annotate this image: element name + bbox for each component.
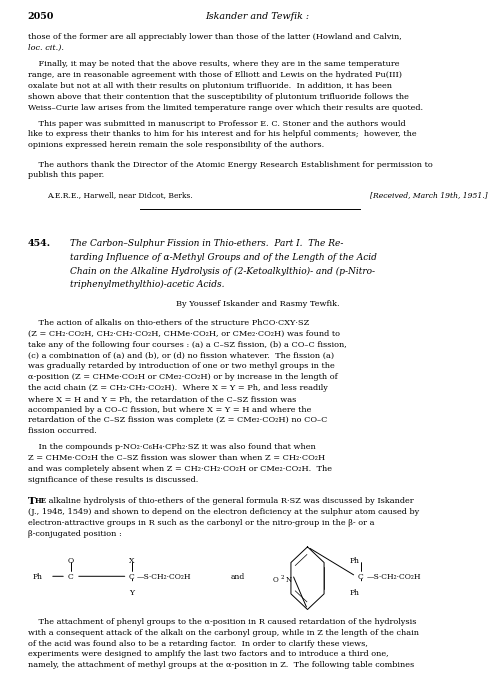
Text: alkaline hydrolysis of thio-ethers of the general formula R·SZ was discussed by : alkaline hydrolysis of thio-ethers of th… — [46, 497, 413, 505]
Text: loc. cit.).: loc. cit.). — [28, 45, 64, 52]
Text: The authors thank the Director of the Atomic Energy Research Establishment for p: The authors thank the Director of the At… — [28, 161, 432, 168]
Text: fission occurred.: fission occurred. — [28, 427, 96, 435]
Text: C: C — [358, 573, 363, 580]
Text: electron-attractive groups in R such as the carbonyl or the nitro-group in the β: electron-attractive groups in R such as … — [28, 519, 374, 527]
Text: take any of the following four courses : (a) a C–SZ fission, (b) a CO–C fission,: take any of the following four courses :… — [28, 341, 346, 349]
Text: Ph: Ph — [350, 589, 360, 597]
Text: —S·CH₂·CO₂H: —S·CH₂·CO₂H — [136, 573, 191, 580]
Text: Ph: Ph — [32, 573, 42, 580]
Text: This paper was submitted in manuscript to Professor E. C. Stoner and the authors: This paper was submitted in manuscript t… — [28, 120, 405, 127]
Text: those of the former are all appreciably lower than those of the latter (Howland : those of the former are all appreciably … — [28, 33, 402, 41]
Text: Ph: Ph — [350, 557, 360, 564]
Text: was gradually retarded by introduction of one or two methyl groups in the: was gradually retarded by introduction o… — [28, 363, 334, 370]
Text: A.E.R.E., Harwell, near Didcot, Berks.: A.E.R.E., Harwell, near Didcot, Berks. — [48, 191, 193, 199]
Text: oxalate but not at all with their results on plutonium trifluoride.  In addition: oxalate but not at all with their result… — [28, 82, 392, 90]
Text: The attachment of phenyl groups to the α-position in R caused retardation of the: The attachment of phenyl groups to the α… — [28, 618, 416, 626]
Text: of the acid was found also to be a retarding factor.  In order to clarify these : of the acid was found also to be a retar… — [28, 640, 367, 648]
Text: shown above that their contention that the susceptibility of plutonium trifluori: shown above that their contention that t… — [28, 93, 408, 101]
Text: HE: HE — [34, 496, 46, 505]
Text: 2050: 2050 — [28, 12, 54, 21]
Text: (c) a combination of (a) and (b), or (d) no fission whatever.  The fission (a): (c) a combination of (a) and (b), or (d)… — [28, 351, 334, 360]
Text: where X = H and Y = Ph, the retardation of the C–SZ fission was: where X = H and Y = Ph, the retardation … — [28, 395, 296, 403]
Text: experiments were designed to amplify the last two factors and to introduce a thi: experiments were designed to amplify the… — [28, 651, 388, 658]
Text: Weiss–Curie law arises from the limited temperature range over which their resul: Weiss–Curie law arises from the limited … — [28, 104, 422, 111]
Text: namely, the attachment of methyl groups at the α-position in Z.  The following t: namely, the attachment of methyl groups … — [28, 661, 414, 670]
Text: T: T — [28, 497, 35, 506]
Text: publish this paper.: publish this paper. — [28, 171, 104, 180]
Text: C: C — [128, 573, 134, 580]
Text: Chain on the Alkaline Hydrolysis of (2-Ketoalkylthio)- and (p-Nitro-: Chain on the Alkaline Hydrolysis of (2-K… — [70, 267, 375, 276]
Text: Z = CHMe·CO₂H the C–SZ fission was slower than when Z = CH₂·CO₂H: Z = CHMe·CO₂H the C–SZ fission was slowe… — [28, 454, 324, 462]
Text: with a consequent attack of the alkali on the carbonyl group, while in Z the len: with a consequent attack of the alkali o… — [28, 629, 418, 637]
Text: the acid chain (Z = CH₂·CH₂·CO₂H).  Where X = Y = Ph, and less readily: the acid chain (Z = CH₂·CH₂·CO₂H). Where… — [28, 384, 328, 392]
Text: range, are in reasonable agreement with those of Elliott and Lewis on the hydrat: range, are in reasonable agreement with … — [28, 71, 402, 79]
Text: N: N — [286, 576, 292, 584]
Text: O: O — [68, 557, 73, 564]
Text: tarding Influence of α-Methyl Groups and of the Length of the Acid: tarding Influence of α-Methyl Groups and… — [70, 253, 377, 262]
Text: 2: 2 — [281, 575, 284, 580]
Text: triphenylmethylthio)-acetic Acids.: triphenylmethylthio)-acetic Acids. — [70, 280, 224, 289]
Text: In the compounds p-NO₂·C₆H₄·CPh₂·SZ it was also found that when: In the compounds p-NO₂·C₆H₄·CPh₂·SZ it w… — [28, 443, 316, 451]
Text: β-conjugated position :: β-conjugated position : — [28, 530, 121, 537]
Text: The action of alkalis on thio-ethers of the structure PhCO·CXY·SZ: The action of alkalis on thio-ethers of … — [28, 319, 309, 327]
Text: Iskander and Tewfik :: Iskander and Tewfik : — [206, 12, 310, 21]
Text: 454.: 454. — [28, 239, 50, 248]
Text: Y: Y — [129, 589, 134, 597]
Text: (Z = CH₂·CO₂H, CH₂·CH₂·CO₂H, CHMe·CO₂H, or CMe₂·CO₂H) was found to: (Z = CH₂·CO₂H, CH₂·CH₂·CO₂H, CHMe·CO₂H, … — [28, 330, 340, 338]
Text: O: O — [272, 576, 278, 584]
Text: X: X — [129, 557, 134, 564]
Text: (J., 1948, 1549) and shown to depend on the electron deficiency at the sulphur a: (J., 1948, 1549) and shown to depend on … — [28, 508, 419, 516]
Text: [Received, March 19th, 1951.]: [Received, March 19th, 1951.] — [370, 191, 488, 199]
Text: and: and — [230, 573, 244, 580]
Text: The Carbon–Sulphur Fission in Thio-ethers.  Part I.  The Re-: The Carbon–Sulphur Fission in Thio-ether… — [70, 239, 344, 248]
Text: C: C — [68, 573, 73, 580]
Text: accompanied by a CO–C fission, but where X = Y = H and where the: accompanied by a CO–C fission, but where… — [28, 406, 311, 413]
Text: and was completely absent when Z = CH₂·CH₂·CO₂H or CMe₂·CO₂H.  The: and was completely absent when Z = CH₂·C… — [28, 465, 332, 473]
Text: Finally, it may be noted that the above results, where they are in the same temp: Finally, it may be noted that the above … — [28, 61, 399, 68]
Text: By Youssef Iskander and Rasmy Tewfik.: By Youssef Iskander and Rasmy Tewfik. — [176, 300, 340, 308]
Text: —S·CH₂·CO₂H: —S·CH₂·CO₂H — [366, 573, 421, 580]
Text: like to express their thanks to him for his interest and for his helpful comment: like to express their thanks to him for … — [28, 130, 416, 139]
Text: retardation of the C–SZ fission was complete (Z = CMe₂·CO₂H) no CO–C: retardation of the C–SZ fission was comp… — [28, 416, 327, 425]
Text: α-position (Z = CHMe·CO₂H or CMe₂·CO₂H) or by increase in the length of: α-position (Z = CHMe·CO₂H or CMe₂·CO₂H) … — [28, 373, 337, 381]
Text: opinions expressed herein remain the sole responsibility of the authors.: opinions expressed herein remain the sol… — [28, 141, 324, 149]
Text: significance of these results is discussed.: significance of these results is discuss… — [28, 475, 198, 484]
